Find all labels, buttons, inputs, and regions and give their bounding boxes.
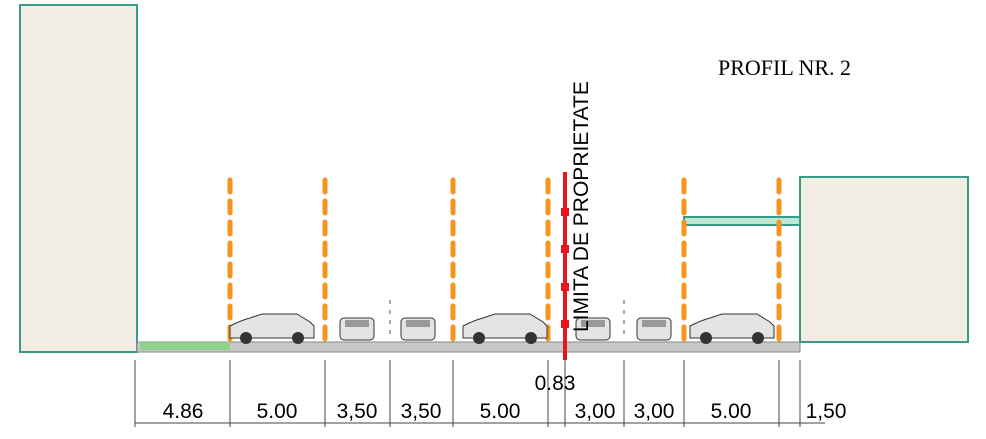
car-window [406, 320, 430, 327]
wheel [700, 332, 712, 344]
left-building [19, 4, 138, 353]
dimension-label: 3,50 [337, 400, 378, 423]
wheel [752, 332, 764, 344]
car-side [689, 313, 775, 339]
wheel [240, 332, 252, 344]
property-limit-label: LIMITA DE PROPRIETATE [570, 81, 593, 332]
dimension-label: 4.86 [163, 400, 204, 423]
dimension-label: 3,50 [401, 400, 442, 423]
property-markers [561, 208, 569, 328]
poles [227, 177, 782, 347]
car-window [642, 320, 666, 327]
green-strip [140, 342, 230, 350]
car-window [345, 320, 369, 327]
dimension-label: 1,50 [806, 400, 847, 423]
dimension-label: 5.00 [711, 400, 752, 423]
dimensions: 4.86 5.00 3,50 3,50 5.00 0.83 3,00 3,00 5.00 1,50 [134, 360, 847, 427]
car-window [581, 320, 605, 327]
wheel [525, 332, 537, 344]
dimension-label: 0.83 [535, 372, 576, 395]
car-side [229, 313, 315, 339]
right-building [799, 176, 969, 343]
cars [229, 313, 775, 344]
dimension-label: 5.00 [257, 400, 298, 423]
wheel [292, 332, 304, 344]
dimension-label: 5.00 [480, 400, 521, 423]
road-surface [136, 341, 801, 353]
car-side [462, 313, 548, 339]
dimension-label: 3,00 [575, 400, 616, 423]
profile-title: PROFIL NR. 2 [718, 55, 851, 80]
wheel [473, 332, 485, 344]
canopy [683, 216, 801, 226]
dimension-label: 3,00 [634, 400, 675, 423]
